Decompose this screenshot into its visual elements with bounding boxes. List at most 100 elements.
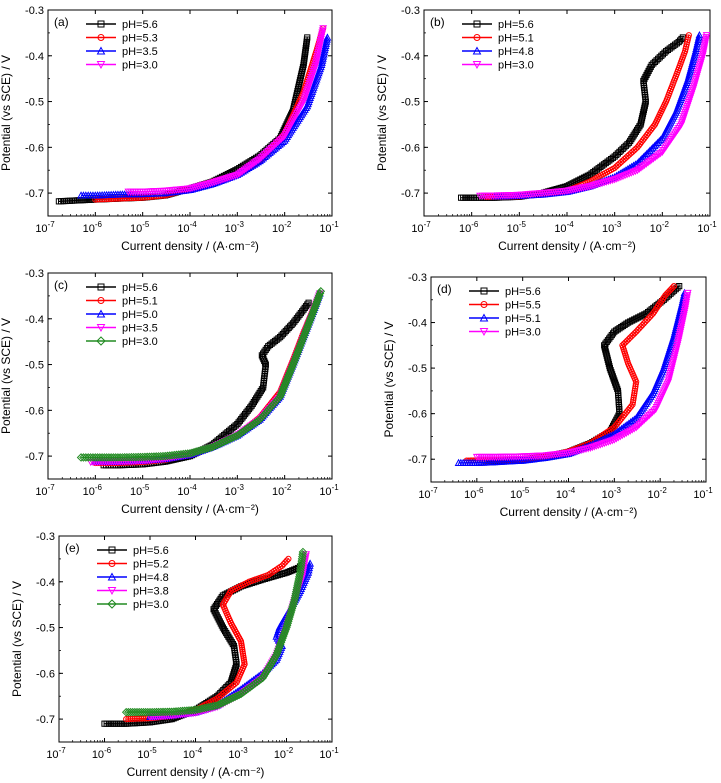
marker-triangle-up bbox=[323, 33, 332, 41]
y-tick-label: -0.4 bbox=[401, 51, 420, 63]
marker-square bbox=[610, 375, 617, 382]
marker-circle bbox=[643, 316, 651, 324]
marker-square bbox=[305, 299, 312, 306]
marker-triangle-down bbox=[644, 159, 653, 167]
marker-square bbox=[283, 569, 290, 576]
legend-label: pH=3.5 bbox=[122, 46, 158, 58]
marker-square bbox=[611, 377, 618, 384]
x-tick-exponent: -5 bbox=[519, 220, 527, 229]
marker-square bbox=[646, 65, 653, 73]
marker-triangle-up bbox=[322, 39, 330, 47]
y-axis-label: Potential (vs SCE) / V bbox=[10, 581, 24, 697]
x-tick-label: 10-1 bbox=[319, 220, 339, 235]
marker-triangle-down bbox=[250, 159, 259, 167]
marker-triangle-down bbox=[272, 140, 281, 148]
x-tick-base: 10 bbox=[411, 223, 423, 235]
x-tick-label: 10-7 bbox=[418, 486, 438, 501]
legend: pH=5.6 pH=5.1pH=4.8 pH=3.0 bbox=[462, 19, 534, 72]
marker-diamond bbox=[251, 678, 260, 688]
x-tick-label: 10-6 bbox=[83, 220, 103, 235]
x-tick-label: 10-5 bbox=[510, 486, 530, 501]
legend-label: pH=5.6 bbox=[505, 286, 541, 298]
y-tick-label: -0.5 bbox=[25, 97, 44, 109]
marker-circle bbox=[97, 34, 105, 41]
marker-diamond bbox=[163, 451, 172, 461]
x-tick-exponent: -4 bbox=[190, 483, 198, 492]
marker-square bbox=[473, 20, 481, 28]
marker-diamond bbox=[220, 697, 230, 706]
panel-0: -0.7-0.6-0.5-0.4-0.310-7 10-6 10-5 10-4 10-3… bbox=[0, 5, 339, 253]
marker-circle bbox=[473, 34, 481, 41]
marker-triangle-up bbox=[692, 44, 701, 53]
x-tick-exponent: -7 bbox=[431, 486, 439, 495]
x-tick-label: 10-2 bbox=[647, 486, 667, 501]
marker-triangle-down bbox=[262, 149, 271, 157]
legend-label: pH=5.6 bbox=[122, 282, 158, 294]
x-tick-label: 10-7 bbox=[35, 483, 55, 498]
marker-square bbox=[287, 567, 294, 575]
marker-diamond bbox=[228, 693, 238, 703]
marker-diamond bbox=[176, 450, 186, 459]
x-tick-exponent: -3 bbox=[237, 483, 245, 492]
legend: pH=5.6 pH=5.3pH=3.5 pH=3.0 bbox=[86, 19, 158, 72]
marker-square bbox=[304, 34, 311, 41]
marker-square bbox=[258, 386, 266, 393]
series-0 bbox=[55, 34, 311, 205]
series-4 bbox=[121, 547, 308, 717]
marker-square bbox=[605, 360, 612, 368]
marker-triangle-up bbox=[319, 52, 328, 60]
marker-triangle-down bbox=[210, 178, 219, 187]
x-tick-base: 10 bbox=[650, 223, 662, 235]
x-tick-label: 10-6 bbox=[464, 486, 484, 501]
x-tick-base: 10 bbox=[177, 486, 189, 498]
x-tick-base: 10 bbox=[510, 489, 522, 501]
marker-diamond bbox=[165, 451, 175, 460]
y-tick-label: -0.3 bbox=[25, 268, 44, 280]
marker-square bbox=[633, 315, 640, 322]
y-tick-label: -0.7 bbox=[401, 188, 420, 200]
marker-triangle-down bbox=[592, 181, 600, 189]
marker-triangle-down bbox=[654, 151, 663, 159]
x-tick-base: 10 bbox=[507, 223, 519, 235]
marker-triangle-down bbox=[616, 173, 625, 182]
x-tick-exponent: -1 bbox=[706, 486, 714, 495]
marker-circle bbox=[630, 396, 637, 404]
marker-triangle-down bbox=[649, 155, 658, 163]
x-tick-base: 10 bbox=[602, 223, 614, 235]
marker-triangle-down bbox=[571, 448, 580, 456]
marker-triangle-down bbox=[650, 407, 659, 415]
marker-triangle-up bbox=[656, 135, 665, 143]
marker-triangle-down bbox=[257, 154, 266, 162]
marker-triangle-down bbox=[566, 449, 575, 457]
marker-triangle-down bbox=[265, 146, 274, 154]
marker-triangle-up bbox=[318, 56, 327, 64]
x-tick-exponent: -5 bbox=[522, 486, 530, 495]
x-tick-label: 10-7 bbox=[46, 746, 66, 761]
marker-diamond bbox=[169, 707, 179, 716]
legend-label: pH=3.0 bbox=[122, 336, 158, 348]
marker-triangle-down bbox=[107, 587, 117, 596]
marker-triangle-up bbox=[688, 57, 697, 65]
marker-circle bbox=[646, 313, 654, 320]
marker-triangle-down bbox=[236, 169, 245, 177]
marker-diamond bbox=[230, 432, 240, 441]
marker-triangle-up bbox=[690, 53, 698, 61]
marker-diamond bbox=[169, 450, 179, 460]
marker-triangle-down bbox=[596, 441, 605, 449]
marker-square bbox=[608, 371, 616, 378]
marker-square bbox=[230, 669, 238, 676]
marker-diamond bbox=[218, 437, 228, 447]
legend-label: pH=3.0 bbox=[498, 60, 534, 72]
marker-square bbox=[635, 314, 642, 321]
x-tick-label: 10-2 bbox=[274, 746, 294, 761]
marker-diamond bbox=[230, 692, 240, 702]
marker-square bbox=[642, 73, 649, 81]
marker-square bbox=[229, 675, 236, 682]
x-tick-exponent: -1 bbox=[332, 746, 340, 755]
marker-diamond bbox=[218, 698, 228, 707]
marker-diamond bbox=[249, 680, 258, 689]
x-tick-label: 10-4 bbox=[556, 486, 576, 501]
marker-triangle-down bbox=[196, 182, 205, 190]
marker-diamond bbox=[254, 676, 264, 685]
x-tick-base: 10 bbox=[554, 223, 566, 235]
